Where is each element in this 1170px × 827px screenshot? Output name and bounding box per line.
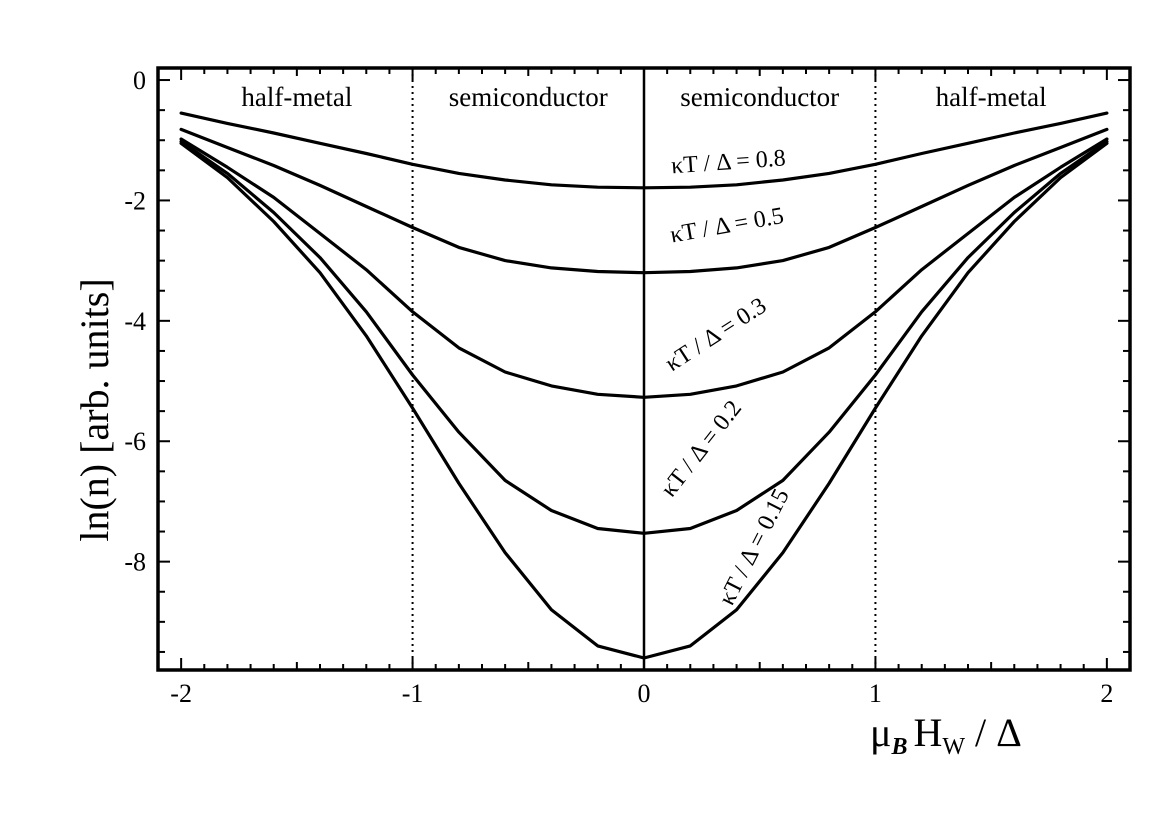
x-tick-label: 1 [869,679,882,708]
labels: -2 -1 0 1 2 0 -2 -4 -6 -8 half-metal semiconductor s… [124,66,1113,708]
axes [156,66,1132,672]
y-tick-label: -8 [124,548,146,577]
plot-area [179,68,1109,670]
series-line-3 [179,139,1109,535]
x-tick-label: 0 [638,679,651,708]
series-line-0 [179,111,1109,190]
x-axis-title-mu: μ [870,710,891,755]
region-label-0: half-metal [241,82,352,112]
y-tick-label: -2 [124,186,146,215]
x-axis-title-sub-b: B [890,734,907,760]
x-tick-label: 2 [1100,679,1113,708]
region-label-3: half-metal [936,82,1047,112]
series-label-0: κT / Δ = 0.8 [670,145,786,179]
region-label-2: semiconductor [680,82,839,112]
series-line-1 [179,127,1109,275]
y-tick-label: -4 [124,307,146,336]
x-axis-title-h: H [913,710,942,755]
x-tick-label: -2 [170,679,192,708]
x-axis-title-tail: / Δ [965,710,1022,755]
x-tick-label: -1 [402,679,424,708]
series-line-2 [179,137,1109,399]
y-tick-label: -6 [124,427,146,456]
y-axis-title: ln(n) [arb. units] [72,278,117,541]
x-axis-title-sub-w: W [942,734,965,760]
y-tick-label: 0 [133,66,146,95]
region-label-1: semiconductor [449,82,608,112]
x-axis-title: μB HW / Δ [870,710,1022,760]
series-label-4: κT / Δ = 0.15 [714,485,795,610]
series-label-1: κT / Δ = 0.5 [668,203,785,249]
series-label-2: κT / Δ = 0.3 [661,293,771,377]
series-label-3: κT / Δ = 0.2 [656,396,747,502]
